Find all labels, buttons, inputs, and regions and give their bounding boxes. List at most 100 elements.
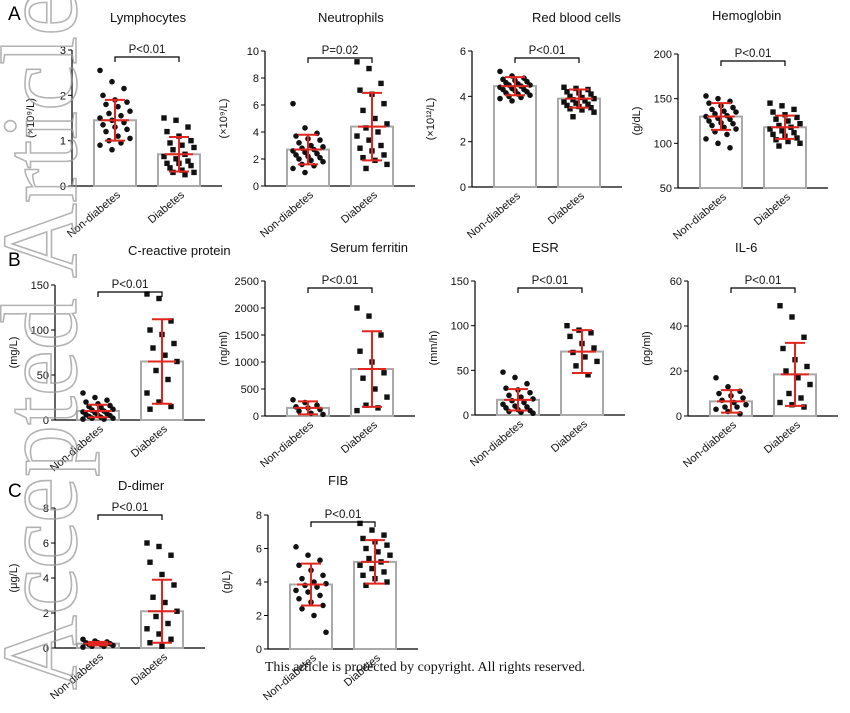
data-point <box>80 644 86 650</box>
y-tick-label: 2 <box>60 90 66 102</box>
y-tick-label: 6 <box>256 544 262 556</box>
data-point <box>804 363 810 370</box>
y-tick-label: 4 <box>256 577 262 589</box>
chart-neutrophils: Neutrophils 0 2 4 6 8 10 (×10⁹/L) P=0.02 Non-diab… <box>218 10 415 240</box>
chart-esr: ESR 0 50 100 150 (mm/h) P<0.01 Non-diabetes Diab… <box>428 240 625 469</box>
data-point <box>159 643 165 649</box>
data-point <box>801 334 807 340</box>
data-point <box>168 403 174 410</box>
p-value-label: P=0.02 <box>322 45 359 57</box>
panel-letter-A: A <box>8 4 21 25</box>
data-point <box>156 399 162 405</box>
data-point <box>715 95 721 102</box>
x-tick-label: Diabetes <box>339 189 380 226</box>
data-point <box>320 602 326 609</box>
x-tick-label: Non-diabetes <box>671 191 729 243</box>
data-point <box>378 80 384 87</box>
data-point <box>573 363 579 369</box>
data-point <box>801 404 807 410</box>
data-point <box>179 167 185 173</box>
data-point <box>585 101 591 107</box>
data-point <box>115 103 121 110</box>
data-point <box>360 107 366 114</box>
data-point <box>497 95 503 102</box>
data-point <box>783 368 789 374</box>
data-point <box>384 121 390 127</box>
data-point <box>109 146 115 153</box>
data-point <box>167 165 173 171</box>
data-point <box>709 106 715 113</box>
data-point <box>378 332 384 338</box>
data-point <box>791 106 797 113</box>
data-point <box>354 59 360 65</box>
data-point <box>104 397 110 404</box>
data-point <box>786 390 792 397</box>
data-point <box>567 333 573 340</box>
data-point <box>173 117 179 123</box>
data-point <box>174 608 180 614</box>
x-tick-label: Non-diabetes <box>681 419 739 471</box>
x-tick-label: Non-diabetes <box>258 189 316 241</box>
data-point <box>115 133 121 139</box>
data-point <box>381 569 387 575</box>
data-point <box>503 385 509 392</box>
data-point <box>308 157 314 164</box>
data-point <box>147 640 153 646</box>
data-point <box>320 144 326 150</box>
data-point <box>773 116 779 122</box>
data-point <box>727 145 733 151</box>
data-point <box>582 354 588 360</box>
data-point <box>320 158 326 165</box>
data-point <box>712 111 718 117</box>
chart-title: Lymphocytes <box>110 10 187 25</box>
data-point <box>734 404 740 410</box>
y-axis-label: (g/dL) <box>631 107 643 136</box>
data-point <box>588 91 594 97</box>
y-tick-label: 2 <box>460 137 466 149</box>
data-point <box>357 562 363 568</box>
data-point <box>144 291 150 297</box>
data-point <box>314 150 320 157</box>
x-tick-label: Non-diabetes <box>258 419 316 471</box>
chart-title: Neutrophils <box>318 10 384 25</box>
data-point <box>296 408 302 414</box>
data-point <box>185 124 191 130</box>
data-point <box>150 345 156 351</box>
data-point <box>588 104 594 111</box>
chart-red-blood-cells: Red blood cells 0 2 4 6 (×10¹²/L) P<0.01 Non-di… <box>425 10 622 241</box>
data-point <box>770 109 776 115</box>
data-point <box>161 115 167 121</box>
copyright-footer: This article is protected by copyright. … <box>264 660 586 675</box>
x-tick-label: Diabetes <box>752 191 793 228</box>
data-point <box>585 372 591 378</box>
data-point <box>594 358 600 365</box>
data-point <box>314 584 320 590</box>
data-point <box>293 544 299 550</box>
x-tick-label: Non-diabetes <box>465 190 523 242</box>
data-point <box>305 552 311 558</box>
significance-bracket <box>97 291 163 297</box>
data-point <box>80 390 86 396</box>
data-point <box>299 575 305 582</box>
data-point <box>703 136 709 142</box>
data-point <box>573 85 579 92</box>
data-point <box>527 389 533 396</box>
y-tick-label: 0 <box>676 411 682 423</box>
data-point <box>384 161 390 168</box>
chart-title: IL-6 <box>735 240 757 255</box>
data-point <box>770 131 776 138</box>
data-point <box>591 95 597 102</box>
significance-bracket <box>517 287 583 293</box>
data-point <box>360 154 366 161</box>
y-tick-label: 0 <box>253 181 259 193</box>
data-point <box>121 85 127 92</box>
data-point <box>724 131 730 138</box>
p-value-label: P<0.01 <box>532 275 569 287</box>
data-point <box>164 128 170 135</box>
y-tick-label: 1000 <box>235 357 259 369</box>
data-point <box>715 140 721 147</box>
data-point <box>144 390 150 396</box>
chart-lymphocytes: Lymphocytes 0 1 2 3 (×10⁹/L) P<0.01 Non-diabete… <box>25 10 222 240</box>
chart-title: ESR <box>532 240 559 255</box>
data-point <box>357 87 363 93</box>
